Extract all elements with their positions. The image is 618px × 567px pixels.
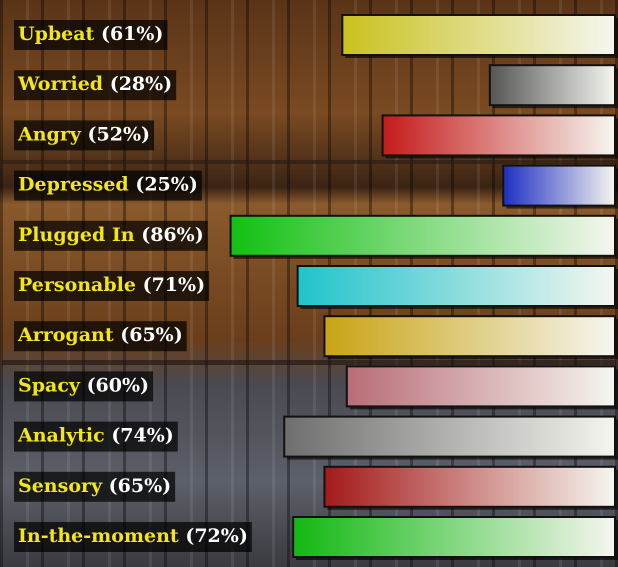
category-label: Analytic	[17, 425, 105, 447]
bar	[284, 417, 615, 457]
bar-label: Depressed (25%)	[18, 174, 198, 196]
bar-label: Personable (71%)	[18, 274, 205, 296]
category-label: Personable	[18, 274, 136, 296]
bar	[293, 517, 615, 557]
value-label: (86%)	[141, 224, 203, 246]
category-label: Spacy	[18, 374, 81, 396]
bar	[342, 15, 615, 55]
category-label: In-the-moment	[18, 525, 179, 547]
value-label: (28%)	[110, 73, 172, 95]
bar-label: In-the-moment (72%)	[18, 525, 248, 547]
bar	[503, 166, 615, 206]
value-label: (72%)	[185, 525, 247, 547]
category-label: Sensory	[18, 475, 103, 497]
bar-label: Analytic (74%)	[17, 425, 174, 447]
bar	[490, 65, 615, 105]
bar-label: Plugged In (86%)	[18, 224, 204, 246]
bar-label: Worried (28%)	[17, 73, 172, 95]
value-label: (74%)	[111, 425, 173, 447]
value-label: (25%)	[135, 174, 197, 196]
bar	[298, 266, 615, 306]
bar-label: Upbeat (61%)	[18, 23, 163, 45]
bar	[383, 115, 615, 155]
category-label: Worried	[17, 73, 103, 95]
value-label: (52%)	[88, 123, 150, 145]
bar	[347, 366, 615, 406]
value-label: (60%)	[87, 374, 149, 396]
value-label: (65%)	[109, 475, 171, 497]
page: Upbeat (61%) Worried (28%) Angry (52%) Depr…	[0, 0, 618, 567]
bar-label: Angry (52%)	[17, 123, 150, 145]
bar-label: Arrogant (65%)	[17, 324, 183, 346]
category-label: Upbeat	[18, 23, 95, 45]
bar	[324, 467, 615, 507]
bar-label: Sensory (65%)	[18, 475, 171, 497]
shelf	[2, 160, 616, 164]
bar	[324, 316, 615, 356]
chart: Upbeat (61%) Worried (28%) Angry (52%) Depr…	[0, 0, 618, 567]
category-label: Plugged In	[18, 224, 135, 246]
category-label: Depressed	[18, 174, 129, 196]
shelf	[2, 360, 616, 365]
value-label: (65%)	[120, 324, 182, 346]
value-label: (71%)	[143, 274, 205, 296]
category-label: Arrogant	[17, 324, 114, 346]
value-label: (61%)	[101, 23, 163, 45]
bar	[231, 216, 615, 256]
category-label: Angry	[17, 123, 82, 145]
bar-label: Spacy (60%)	[18, 374, 149, 396]
